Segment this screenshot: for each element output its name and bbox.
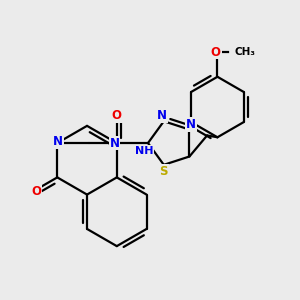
Text: NH: NH <box>135 146 154 156</box>
Text: N: N <box>53 135 63 148</box>
Text: CH₃: CH₃ <box>235 47 256 57</box>
Text: O: O <box>211 46 220 59</box>
Text: O: O <box>31 184 41 198</box>
Text: N: N <box>157 109 167 122</box>
Text: N: N <box>110 136 119 149</box>
Text: O: O <box>112 109 122 122</box>
Text: S: S <box>160 165 168 178</box>
Text: N: N <box>186 118 196 130</box>
